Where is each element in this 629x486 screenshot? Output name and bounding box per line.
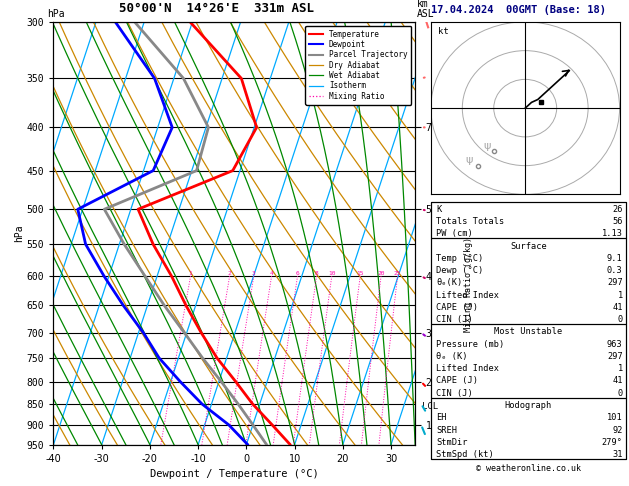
Text: 1: 1 (618, 291, 623, 299)
Text: Totals Totals: Totals Totals (436, 217, 504, 226)
Text: 92: 92 (612, 426, 623, 434)
Text: Most Unstable: Most Unstable (494, 328, 562, 336)
Text: 15: 15 (357, 271, 364, 276)
Text: 1: 1 (189, 271, 192, 276)
Text: LCL: LCL (422, 401, 438, 411)
Text: km
ASL: km ASL (416, 0, 434, 19)
Text: © weatheronline.co.uk: © weatheronline.co.uk (476, 464, 581, 473)
Text: 26: 26 (612, 205, 623, 214)
Text: CIN (J): CIN (J) (436, 389, 472, 398)
Text: CAPE (J): CAPE (J) (436, 377, 478, 385)
Text: Mixing Ratio (g/kg): Mixing Ratio (g/kg) (464, 237, 473, 331)
Text: 279°: 279° (602, 438, 623, 447)
Text: Pressure (mb): Pressure (mb) (436, 340, 504, 348)
Text: Hodograph: Hodograph (504, 401, 552, 410)
Text: kt: kt (438, 27, 449, 36)
Text: 0.3: 0.3 (607, 266, 623, 275)
Text: θₑ (K): θₑ (K) (436, 352, 467, 361)
Text: Surface: Surface (510, 242, 547, 251)
X-axis label: Dewpoint / Temperature (°C): Dewpoint / Temperature (°C) (150, 469, 319, 479)
Text: EH: EH (436, 413, 447, 422)
Text: θₑ(K): θₑ(K) (436, 278, 462, 287)
Text: 9.1: 9.1 (607, 254, 623, 263)
Text: SREH: SREH (436, 426, 457, 434)
Text: CAPE (J): CAPE (J) (436, 303, 478, 312)
Text: 101: 101 (607, 413, 623, 422)
Text: PW (cm): PW (cm) (436, 229, 472, 238)
Text: Temp (°C): Temp (°C) (436, 254, 483, 263)
Text: 297: 297 (607, 352, 623, 361)
Legend: Temperature, Dewpoint, Parcel Trajectory, Dry Adiabat, Wet Adiabat, Isotherm, Mi: Temperature, Dewpoint, Parcel Trajectory… (305, 26, 411, 104)
Text: 1.13: 1.13 (602, 229, 623, 238)
Text: 31: 31 (612, 450, 623, 459)
Text: StmSpd (kt): StmSpd (kt) (436, 450, 494, 459)
Text: 25: 25 (394, 271, 401, 276)
Text: 20: 20 (377, 271, 385, 276)
Text: 4: 4 (270, 271, 274, 276)
Text: ψ: ψ (465, 155, 472, 165)
Text: 6: 6 (296, 271, 299, 276)
Text: 3: 3 (252, 271, 255, 276)
Text: 0: 0 (618, 315, 623, 324)
Text: StmDir: StmDir (436, 438, 467, 447)
Text: 0: 0 (618, 389, 623, 398)
Text: Dewp (°C): Dewp (°C) (436, 266, 483, 275)
Text: 41: 41 (612, 303, 623, 312)
Text: 41: 41 (612, 377, 623, 385)
Text: 10: 10 (328, 271, 335, 276)
Text: 1: 1 (618, 364, 623, 373)
Y-axis label: hPa: hPa (14, 225, 24, 242)
Text: Lifted Index: Lifted Index (436, 291, 499, 299)
Text: CIN (J): CIN (J) (436, 315, 472, 324)
Text: 2: 2 (228, 271, 231, 276)
Text: 8: 8 (314, 271, 318, 276)
Text: Lifted Index: Lifted Index (436, 364, 499, 373)
Text: K: K (436, 205, 441, 214)
Text: 50°00'N  14°26'E  331m ASL: 50°00'N 14°26'E 331m ASL (119, 1, 314, 15)
Text: 56: 56 (612, 217, 623, 226)
Text: 963: 963 (607, 340, 623, 348)
Text: 297: 297 (607, 278, 623, 287)
Text: ψ: ψ (484, 140, 491, 151)
Text: hPa: hPa (47, 9, 65, 19)
Text: 17.04.2024  00GMT (Base: 18): 17.04.2024 00GMT (Base: 18) (431, 4, 606, 15)
